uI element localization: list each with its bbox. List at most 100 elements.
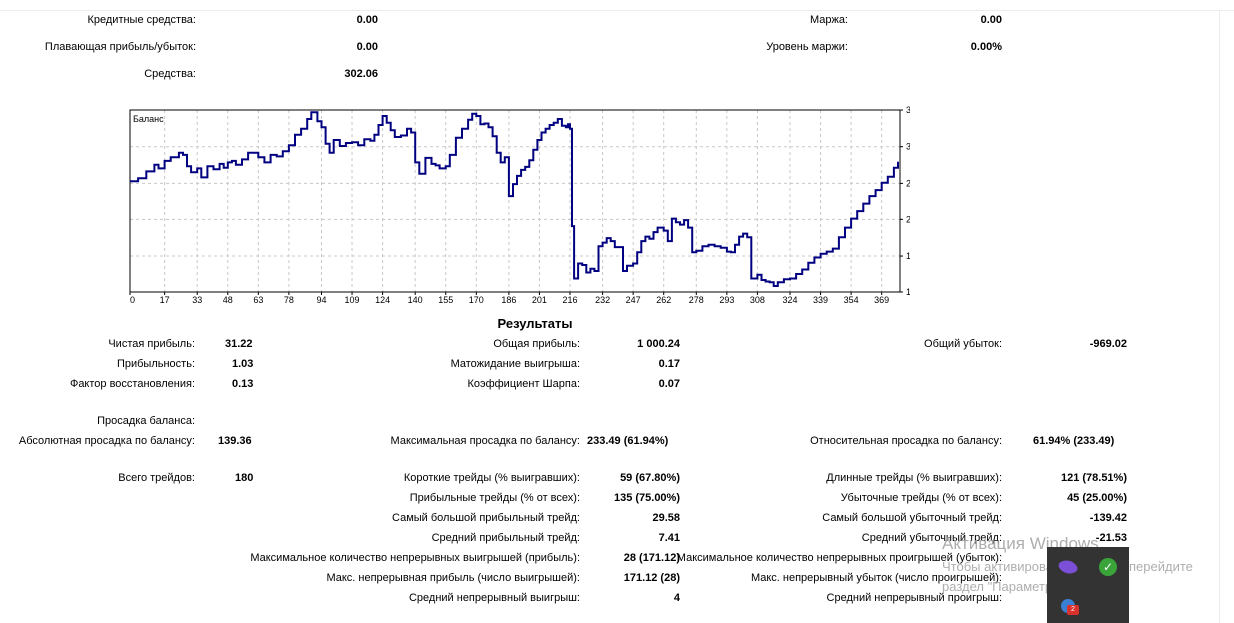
net-profit-label: Чистая прибыль:: [108, 338, 195, 350]
abs-dd-value: 139.36: [218, 435, 252, 447]
x-tick-label: 369: [874, 295, 889, 305]
max-cons-losses-label: Максимальное количество непрерывных прои…: [676, 552, 1002, 564]
x-tick-label: 17: [160, 295, 170, 305]
total-trades-label: Всего трейдов:: [118, 472, 195, 484]
margin-value: 0.00: [980, 14, 1002, 26]
x-tick-label: 293: [719, 295, 734, 305]
balance-chart: Баланс 0 17 33 48 63 78 94 109 124 140 155 170 186 20…: [129, 105, 910, 305]
equity-label: Средства:: [144, 68, 196, 80]
x-tick-label: 186: [501, 295, 516, 305]
max-cons-wins-label: Максимальное количество непрерывных выиг…: [250, 552, 580, 564]
credit-value: 0.00: [356, 14, 378, 26]
x-tick-label: 278: [689, 295, 704, 305]
y-tick-label: 326: [906, 142, 910, 152]
profit-factor-label: Прибыльность:: [116, 358, 195, 370]
check-icon[interactable]: ✓: [1099, 558, 1117, 576]
y-axis-ticks: 375 326 277 229 180 132: [900, 105, 910, 297]
avg-profit-value: 7.41: [658, 532, 680, 544]
notification-badge: 2: [1067, 605, 1079, 615]
y-tick-label: 375: [906, 105, 910, 115]
total-trades-value: 180: [235, 472, 254, 484]
short-trades-value: 59 (67.80%): [620, 472, 680, 484]
x-tick-label: 155: [438, 295, 453, 305]
max-cons-profit-label: Макс. непрерывная прибыль (число выигрыш…: [326, 572, 580, 584]
max-dd-label: Максимальная просадка по балансу:: [390, 435, 580, 447]
sharpe-value: 0.07: [658, 378, 680, 390]
max-cons-profit-value: 171.12 (28): [623, 572, 680, 584]
gross-loss-value: -969.02: [1089, 338, 1127, 350]
x-tick-label: 0: [130, 295, 135, 305]
x-tick-label: 339: [813, 295, 828, 305]
balance-line: [130, 111, 899, 287]
feather-icon[interactable]: [1057, 556, 1079, 578]
tray-overflow-panel: ✓ 2: [1047, 547, 1129, 623]
expected-payoff-value: 0.17: [658, 358, 680, 370]
sharpe-label: Коэффициент Шарпа:: [467, 378, 580, 390]
x-tick-label: 94: [316, 295, 326, 305]
gross-profit-value: 1 000.24: [637, 338, 680, 350]
avg-loss-label: Средний убыточный трейд:: [861, 532, 1002, 544]
margin-label: Маржа:: [809, 14, 848, 26]
x-tick-label: 232: [595, 295, 610, 305]
y-tick-label: 277: [906, 178, 910, 188]
profit-factor-value: 1.03: [232, 358, 254, 370]
loss-trades-value: 45 (25.00%): [1067, 492, 1127, 504]
x-tick-label: 354: [844, 295, 859, 305]
x-tick-label: 140: [408, 295, 423, 305]
x-tick-label: 109: [345, 295, 360, 305]
avg-cons-wins-label: Средний непрерывный выигрыш:: [408, 592, 580, 604]
credit-label: Кредитные средства:: [87, 14, 196, 26]
largest-profit-value: 29.58: [652, 512, 680, 524]
chart-title: Баланс: [133, 114, 164, 124]
x-tick-label: 170: [469, 295, 484, 305]
chart-grid: [129, 109, 900, 293]
net-profit-value: 31.22: [225, 338, 253, 350]
avg-profit-label: Средний прибыльный трейд:: [431, 532, 580, 544]
floating-label: Плавающая прибыль/убыток:: [44, 41, 196, 53]
abs-dd-label: Абсолютная просадка по балансу:: [18, 435, 195, 447]
right-divider: [1219, 10, 1220, 623]
y-tick-label: 132: [906, 287, 910, 297]
windows-activation-line: раздел "Параметры".: [942, 579, 1070, 594]
avg-cons-losses-label: Средний непрерывный проигрыш:: [826, 592, 1002, 604]
x-tick-label: 262: [656, 295, 671, 305]
equity-value: 302.06: [344, 68, 378, 80]
margin-level-value: 0.00%: [970, 41, 1002, 53]
long-trades-value: 121 (78.51%): [1060, 472, 1127, 484]
balance-dd-label: Просадка баланса:: [97, 415, 195, 427]
y-tick-label: 180: [906, 251, 910, 261]
loss-trades-label: Убыточные трейды (% от всех):: [840, 492, 1002, 504]
x-tick-label: 308: [750, 295, 765, 305]
expected-payoff-label: Матожидание выигрыша:: [450, 358, 580, 370]
gross-profit-label: Общая прибыль:: [493, 338, 580, 350]
top-divider: [0, 10, 1234, 11]
profit-trades-value: 135 (75.00%): [613, 492, 680, 504]
largest-loss-value: -139.42: [1089, 512, 1127, 524]
x-tick-label: 63: [253, 295, 263, 305]
results-title: Результаты: [497, 316, 573, 331]
largest-loss-label: Самый большой убыточный трейд:: [822, 512, 1002, 524]
margin-level-label: Уровень маржи:: [766, 41, 848, 53]
rel-dd-label: Относительная просадка по балансу:: [810, 435, 1002, 447]
x-tick-label: 124: [375, 295, 390, 305]
avg-loss-value: -21.53: [1095, 532, 1127, 544]
x-tick-label: 247: [626, 295, 641, 305]
max-cons-loss-label: Макс. непрерывный убыток (число проигрыш…: [750, 572, 1002, 584]
short-trades-label: Короткие трейды (% выигравших):: [403, 472, 580, 484]
x-tick-label: 324: [782, 295, 797, 305]
x-tick-label: 78: [284, 295, 294, 305]
max-dd-value: 233.49 (61.94%): [587, 435, 669, 447]
x-axis-ticks: 0 17 33 48 63 78 94 109 124 140 155 170 186 201 216 232…: [129, 292, 889, 305]
x-tick-label: 201: [532, 295, 547, 305]
rel-dd-value: 61.94% (233.49): [1033, 435, 1115, 447]
x-tick-label: 33: [192, 295, 202, 305]
plot-frame: [129, 109, 901, 293]
max-cons-wins-value: 28 (171.12): [623, 552, 680, 564]
recovery-value: 0.13: [232, 378, 254, 390]
long-trades-label: Длинные трейды (% выигравших):: [826, 472, 1002, 484]
floating-value: 0.00: [356, 41, 378, 53]
largest-profit-label: Самый большой прибыльный трейд:: [392, 512, 580, 524]
avg-cons-wins-value: 4: [673, 592, 680, 604]
y-tick-label: 229: [906, 214, 910, 224]
recovery-label: Фактор восстановления:: [69, 378, 195, 390]
